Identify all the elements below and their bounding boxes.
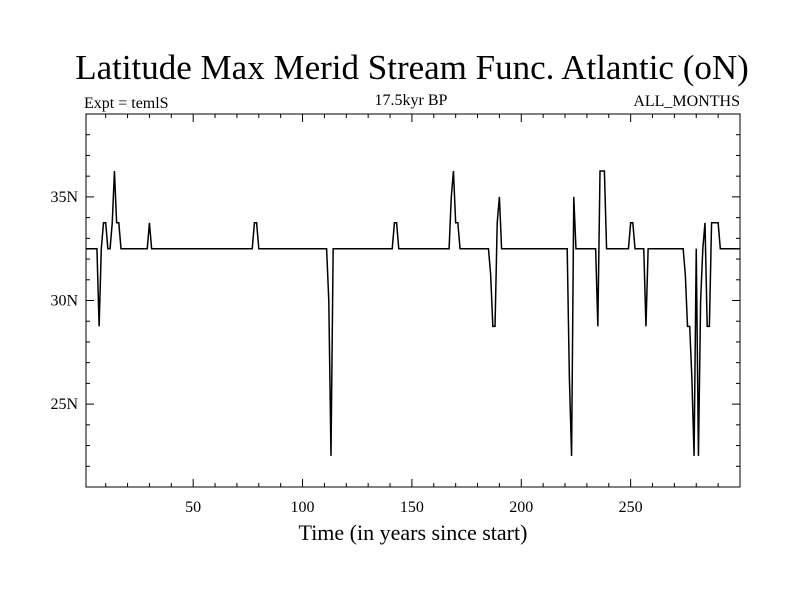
- x-tick-label: 50: [185, 499, 201, 516]
- x-tick-label: 250: [619, 499, 643, 516]
- chart-title: Latitude Max Merid Stream Func. Atlantic…: [75, 48, 749, 87]
- plot-frame: [85, 113, 741, 488]
- series-layer: [86, 170, 740, 456]
- x-tick-label: 200: [509, 499, 533, 516]
- series-line: [86, 170, 740, 456]
- x-tick-label: 100: [291, 499, 315, 516]
- experiment-label: Expt = temlS: [84, 95, 169, 112]
- y-tick-label: 30N: [50, 293, 78, 310]
- period-label: 17.5kyr BP: [375, 92, 448, 109]
- x-axis-label: Time (in years since start): [299, 520, 528, 545]
- y-tick-label: 35N: [50, 189, 78, 206]
- y-tick-label: 25N: [50, 396, 78, 413]
- tick-labels-layer: 50 100 150 200 250 25N 30N 35N: [50, 189, 642, 516]
- ticks-layer: [86, 113, 740, 488]
- months-label: ALL_MONTHS: [633, 93, 740, 110]
- x-tick-label: 150: [400, 499, 424, 516]
